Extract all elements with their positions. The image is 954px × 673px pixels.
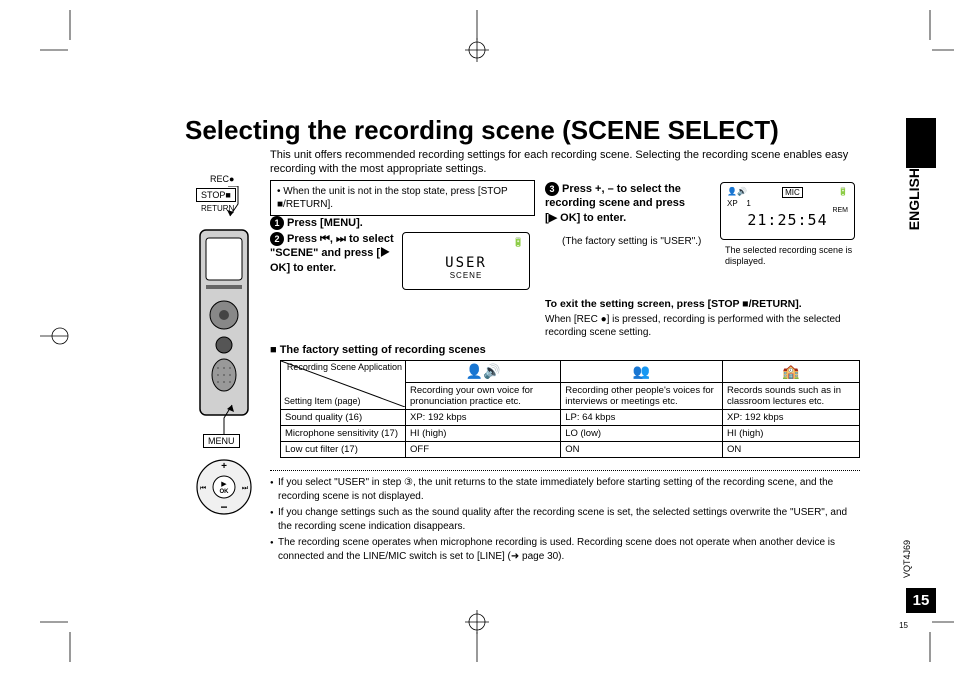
bullet-1: If you select "USER" in step ③, the unit… bbox=[270, 476, 860, 503]
step-3: 3Press +, – to select the recording scen… bbox=[545, 182, 695, 225]
page-title: Selecting the recording scene (SCENE SEL… bbox=[185, 115, 779, 146]
folder-num: 1 bbox=[746, 199, 750, 208]
table-row: Sound quality (16) XP: 192 kbps LP: 64 k… bbox=[281, 410, 860, 426]
table-row: Microphone sensitivity (17) HI (high) LO… bbox=[281, 426, 860, 442]
language-label: ENGLISH bbox=[906, 168, 922, 230]
mic-label: MIC bbox=[782, 187, 803, 198]
lcd1-sub: SCENE bbox=[403, 271, 529, 280]
page-number: 15 bbox=[906, 588, 936, 613]
lcd-screen-1: 🔋 USER SCENE bbox=[402, 232, 530, 290]
svg-text:⏭: ⏭ bbox=[242, 485, 249, 492]
step-3-sub: (The factory setting is "USER".) bbox=[562, 236, 707, 249]
device-illustration bbox=[192, 220, 257, 425]
table-title: The factory setting of recording scenes bbox=[270, 344, 486, 356]
note-box: • When the unit is not in the stop state… bbox=[270, 180, 535, 216]
svg-text:OK: OK bbox=[220, 489, 230, 495]
small-page-number: 15 bbox=[899, 621, 908, 630]
table-row: Low cut filter (17) OFF ON ON bbox=[281, 442, 860, 458]
col-desc-2: Recording other people's voices for inte… bbox=[561, 383, 723, 410]
diagonal-header: Recording Scene Application Setting Item… bbox=[281, 361, 405, 407]
exit-note: To exit the setting screen, press [STOP … bbox=[545, 298, 802, 310]
scene1-icon: 👤🔊 bbox=[406, 361, 561, 383]
factory-settings-table: Recording Scene Application Setting Item… bbox=[280, 360, 860, 458]
battery-icon: 🔋 bbox=[838, 187, 848, 198]
bullet-notes: If you select "USER" in step ③, the unit… bbox=[270, 476, 860, 566]
lcd-caption: The selected recording scene is displaye… bbox=[725, 245, 860, 267]
side-tab bbox=[906, 118, 936, 168]
bullet-3: The recording scene operates when microp… bbox=[270, 536, 860, 563]
svg-text:▶: ▶ bbox=[221, 481, 227, 488]
document-id: VQT4J69 bbox=[902, 540, 912, 578]
lcd2-time: 21:25:54 bbox=[721, 211, 854, 229]
step-2: 2Press ⏮, ⏭ to select "SCENE" and press … bbox=[270, 232, 400, 275]
svg-text:−: − bbox=[220, 500, 227, 514]
dpad-illustration: + − ⏮ ⏭ ▶ OK bbox=[195, 458, 253, 516]
svg-text:+: + bbox=[221, 461, 227, 472]
col-desc-1: Recording your own voice for pronunciati… bbox=[406, 383, 561, 410]
lcd-screen-2: 👤🔊 MIC 🔋 XP 1 REM 21:25:54 bbox=[720, 182, 855, 240]
scene3-icon: 🏫 bbox=[722, 361, 859, 383]
step-1: 1Press [MENU]. bbox=[270, 216, 363, 230]
xp-label: XP bbox=[727, 199, 738, 208]
note-text: When the unit is not in the stop state, … bbox=[277, 186, 507, 210]
arrow-menu bbox=[218, 400, 248, 435]
rec-note: When [REC ●] is pressed, recording is pe… bbox=[545, 313, 880, 339]
svg-text:⏮: ⏮ bbox=[200, 485, 206, 492]
scene2-icon: 👥 bbox=[561, 361, 723, 383]
menu-label: MENU bbox=[203, 434, 240, 448]
bullet-2: If you change settings such as the sound… bbox=[270, 506, 860, 533]
battery-icon: 🔋 bbox=[513, 237, 524, 248]
rec-label: REC● bbox=[210, 174, 234, 184]
mic-icon: 👤🔊 bbox=[727, 187, 747, 198]
col-desc-3: Records sounds such as in classroom lect… bbox=[722, 383, 859, 410]
intro-text: This unit offers recommended recording s… bbox=[270, 148, 880, 177]
lcd1-text: USER bbox=[403, 255, 529, 271]
dotted-divider bbox=[270, 470, 860, 471]
